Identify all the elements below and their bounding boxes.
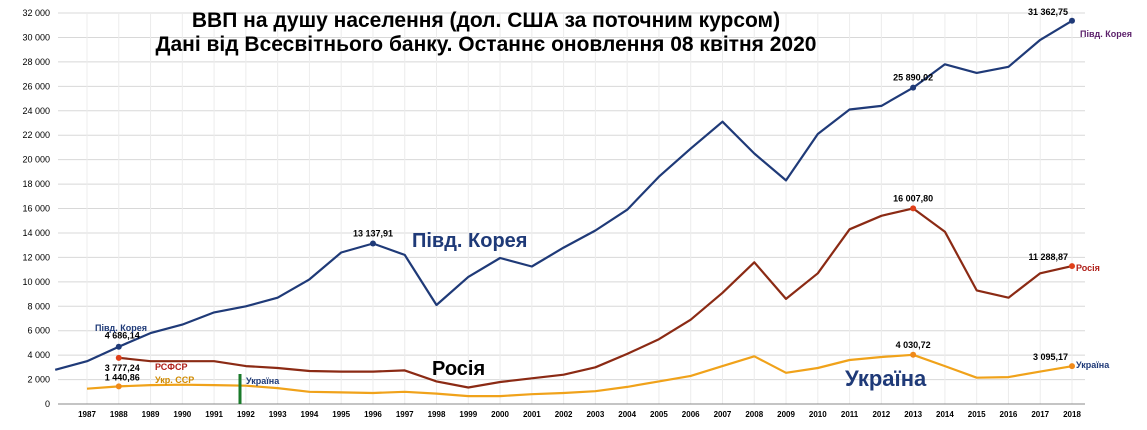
series-line-ukraine — [86, 353, 1073, 398]
point-ukraine-2013 — [910, 351, 917, 358]
x-tick-label: 1992 — [237, 410, 255, 419]
x-tick-label: 2004 — [618, 410, 636, 419]
x-tick-label: 2007 — [714, 410, 732, 419]
grid-lines — [58, 12, 1085, 404]
x-tick-label: 1991 — [205, 410, 223, 419]
x-axis-ticks: 1987 1988 1989 1990 1991 1992 1993 1994 1995 1996… — [78, 410, 1081, 419]
y-tick-label: 10 000 — [22, 277, 50, 287]
x-tick-label: 1997 — [396, 410, 414, 419]
value-label-korea-1996: 13 137,91 — [353, 228, 393, 238]
x-tick-label: 1989 — [142, 410, 160, 419]
y-tick-label: 24 000 — [22, 106, 50, 116]
point-russia-2018 — [1069, 263, 1075, 270]
label-ukr-ssr: Укр. ССР — [155, 375, 194, 385]
label-korea-end: Півд. Корея — [1080, 29, 1132, 39]
value-label-ukraine-2018: 3 095,17 — [1033, 352, 1068, 362]
point-russia-1988 — [115, 354, 122, 361]
x-tick-label: 2017 — [1031, 410, 1049, 419]
point-korea-1988 — [115, 343, 122, 350]
x-tick-label: 1987 — [78, 410, 96, 419]
y-tick-label: 30 000 — [22, 32, 50, 42]
value-label-ukraine-1988: 1 440,86 — [105, 372, 140, 382]
x-tick-label: 2008 — [745, 410, 763, 419]
x-tick-label: 2013 — [904, 410, 922, 419]
x-tick-label: 2002 — [555, 410, 573, 419]
x-tick-label: 1993 — [269, 410, 287, 419]
label-russia-end: Росія — [1076, 263, 1100, 273]
y-tick-label: 26 000 — [22, 81, 50, 91]
x-tick-label: 2003 — [586, 410, 604, 419]
x-tick-label: 1990 — [173, 410, 191, 419]
y-tick-label: 20 000 — [22, 155, 50, 165]
y-tick-label: 8 000 — [27, 301, 50, 311]
point-russia-2013 — [910, 205, 917, 212]
y-tick-label: 14 000 — [22, 228, 50, 238]
y-axis-ticks: 0 2 000 4 000 6 000 8 000 10 000 12 000 14 000 1… — [22, 8, 50, 409]
x-tick-label: 2009 — [777, 410, 795, 419]
label-ukraine-big: Україна — [845, 366, 927, 391]
x-tick-label: 2000 — [491, 410, 509, 419]
value-annotations: 13 137,91 4 686,14 25 890,02 31 362,75 3 777… — [105, 7, 1068, 383]
point-korea-2018 — [1069, 17, 1075, 24]
x-tick-label: 2015 — [968, 410, 986, 419]
label-ukraine-end: Україна — [1076, 360, 1110, 370]
x-tick-label: 2006 — [682, 410, 700, 419]
label-korea-1988: Півд. Корея — [95, 323, 147, 333]
label-ukraine-1991: Україна — [246, 376, 280, 386]
label-korea-big: Півд. Корея — [412, 230, 527, 252]
value-label-ukraine-2013: 4 030,72 — [896, 340, 931, 350]
value-label-russia-2013: 16 007,80 — [893, 193, 933, 203]
x-tick-label: 2010 — [809, 410, 827, 419]
x-tick-label: 2014 — [936, 410, 954, 419]
x-tick-label: 1996 — [364, 410, 382, 419]
x-tick-label: 2018 — [1063, 410, 1081, 419]
value-label-russia-1988: 3 777,24 — [105, 363, 140, 373]
x-tick-label: 2005 — [650, 410, 668, 419]
x-tick-label: 2001 — [523, 410, 541, 419]
x-tick-label: 1994 — [301, 410, 319, 419]
label-rsfsr: РСФСР — [155, 362, 187, 372]
y-tick-label: 28 000 — [22, 57, 50, 67]
point-korea-1996 — [369, 240, 376, 247]
point-korea-2013 — [910, 84, 917, 91]
point-ukraine-1988 — [115, 383, 122, 390]
x-tick-label: 2011 — [841, 410, 859, 419]
chart-subtitle: Дані від Всесвітнього банку. Останнє оно… — [156, 33, 817, 56]
y-tick-label: 32 000 — [22, 8, 50, 18]
value-label-korea-2013: 25 890,02 — [893, 73, 933, 83]
value-label-korea-2018: 31 362,75 — [1028, 7, 1068, 17]
label-russia-big: Росія — [432, 358, 485, 380]
x-tick-label: 1998 — [428, 410, 446, 419]
annotated-points — [115, 17, 1075, 390]
y-tick-label: 12 000 — [22, 252, 50, 262]
y-tick-label: 4 000 — [27, 350, 50, 360]
y-tick-label: 2 000 — [27, 375, 50, 385]
x-tick-label: 1988 — [110, 410, 128, 419]
series-line-korea — [54, 19, 1073, 371]
chart-title: ВВП на душу населення (дол. США за поточ… — [192, 9, 780, 32]
y-tick-label: 0 — [45, 399, 50, 409]
y-tick-label: 22 000 — [22, 130, 50, 140]
x-tick-label: 2012 — [872, 410, 890, 419]
value-label-russia-2018: 11 288,87 — [1028, 252, 1068, 262]
point-ukraine-2018 — [1069, 363, 1075, 370]
x-tick-label: 1995 — [332, 410, 350, 419]
x-tick-label: 1999 — [459, 410, 477, 419]
y-tick-label: 6 000 — [27, 326, 50, 336]
y-tick-label: 18 000 — [22, 179, 50, 189]
y-tick-label: 16 000 — [22, 204, 50, 214]
x-tick-label: 2016 — [1000, 410, 1018, 419]
value-label-korea-1988: 4 686,14 — [105, 331, 140, 341]
